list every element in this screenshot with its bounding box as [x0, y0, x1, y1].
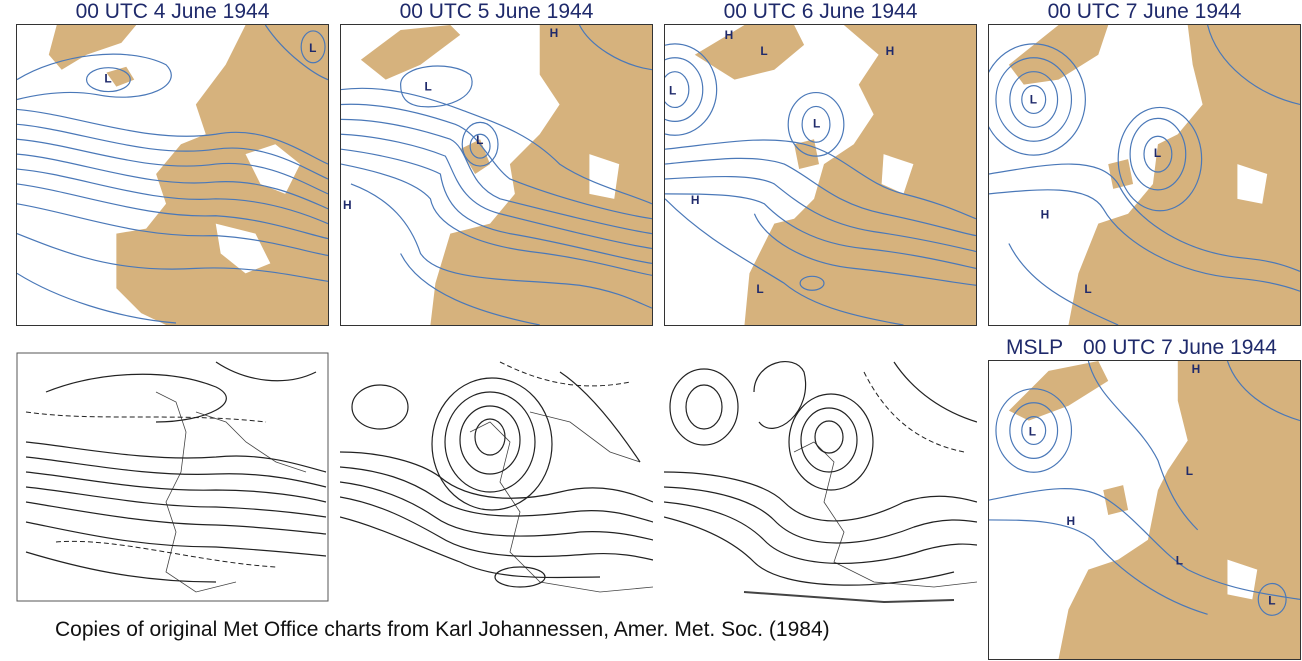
low-marker: L [760, 44, 767, 58]
mslp-title: 00 UTC 7 June 1944 [1083, 336, 1277, 359]
high-marker: H [1067, 514, 1076, 528]
low-marker: L [309, 41, 316, 55]
low-marker: L [669, 84, 676, 98]
figure-caption: Copies of original Met Office charts fro… [55, 618, 830, 641]
high-marker: H [1041, 208, 1050, 222]
low-marker: L [756, 282, 763, 296]
low-marker: L [1154, 146, 1161, 160]
high-marker: H [550, 26, 559, 40]
panel-title-7-june: 00 UTC 7 June 1944 [1047, 0, 1242, 23]
high-marker: H [886, 44, 895, 58]
low-marker: L [476, 133, 483, 147]
original-chart-4-june [16, 352, 329, 602]
panel-title-5-june: 00 UTC 5 June 1944 [399, 0, 594, 23]
low-marker: L [813, 116, 820, 130]
low-marker: L [1030, 92, 1037, 106]
high-marker: H [343, 198, 352, 212]
reanalysis-map-7-june: L L H L [988, 24, 1301, 326]
reanalysis-map-5-june: H L L H [340, 24, 653, 326]
low-marker: L [1029, 425, 1036, 439]
reanalysis-map-4-june: L L [16, 24, 329, 326]
high-marker: H [691, 193, 700, 207]
low-marker: L [424, 80, 431, 94]
high-marker: H [1192, 362, 1201, 376]
original-chart-6-june [664, 352, 977, 606]
low-marker: L [1186, 464, 1193, 478]
panel-title-6-june: 00 UTC 6 June 1944 [723, 0, 918, 23]
reanalysis-map-6-june: H L H L L H L [664, 24, 977, 326]
panel-title-4-june: 00 UTC 4 June 1944 [75, 0, 270, 23]
low-marker: L [1268, 593, 1275, 607]
low-marker: L [1176, 554, 1183, 568]
high-marker: H [725, 28, 734, 42]
mslp-label: MSLP [1006, 336, 1064, 359]
low-marker: L [104, 72, 111, 86]
original-chart-5-june [340, 352, 653, 606]
low-marker: L [1084, 282, 1091, 296]
mslp-map-7-june: H L L H L L [988, 360, 1301, 660]
